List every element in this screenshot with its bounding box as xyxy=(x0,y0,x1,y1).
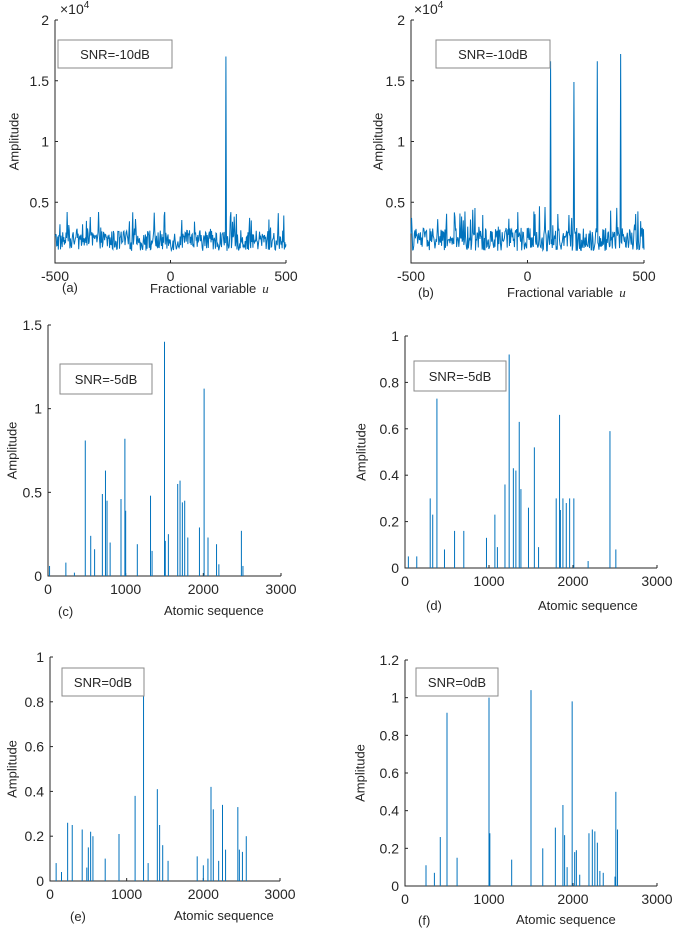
y-tick-label: 0 xyxy=(34,568,42,584)
x-tick-label: 500 xyxy=(274,268,298,284)
x-tick-label: -500 xyxy=(41,268,69,284)
x-tick-label: 3000 xyxy=(641,573,672,589)
panel-label: (f) xyxy=(418,913,430,928)
x-tick-label: 3000 xyxy=(265,581,296,597)
y-tick-label: 0.4 xyxy=(380,467,400,483)
panel-b: -500 0 500 0.5 1 1.5 2 ×104 Amplitude Fractional … xyxy=(371,0,656,300)
y-tick-label: 1 xyxy=(391,328,399,344)
y-tick-label: 0.5 xyxy=(386,194,406,210)
x-tick-label: -500 xyxy=(397,268,425,284)
y-tick-label: 1.5 xyxy=(23,317,43,333)
x-axis-label: Fractional variable u xyxy=(507,285,626,300)
y-tick-label: 0.2 xyxy=(25,828,45,844)
x-tick-label: 1000 xyxy=(111,886,142,902)
x-axis-variable: u xyxy=(619,285,626,300)
legend-box xyxy=(413,360,507,392)
y-axis-label: Amplitude xyxy=(353,744,368,802)
x-tick-label: 2000 xyxy=(557,573,588,589)
x-tick-label: 0 xyxy=(46,886,54,902)
y-tick-label: 1.2 xyxy=(380,652,400,668)
panel-label: (d) xyxy=(426,598,442,613)
x-tick-label: 1000 xyxy=(473,891,504,907)
x-axis-label: Atomic sequence xyxy=(538,598,638,613)
legend-box xyxy=(415,667,499,697)
y-tick-label: 0.8 xyxy=(380,374,400,390)
y-tick-label: 0.6 xyxy=(380,765,400,781)
x-axis-label: Atomic sequence xyxy=(516,912,616,927)
y-tick-label: 0.8 xyxy=(380,727,400,743)
y-tick-label: 1.5 xyxy=(30,73,50,89)
y-tick-label: 1 xyxy=(41,134,49,150)
x-tick-label: 500 xyxy=(632,268,656,284)
legend-label: SNR=-10dB xyxy=(80,47,150,62)
legend-label: SNR=0dB xyxy=(428,675,486,690)
y-tick-label: 0.6 xyxy=(380,421,400,437)
y-tick-label: 1 xyxy=(391,690,399,706)
legend-label: SNR=-5dB xyxy=(75,372,138,387)
legend-box xyxy=(61,667,145,697)
x-axis-label: Atomic sequence xyxy=(164,603,264,618)
legend-box xyxy=(59,363,153,395)
y-axis-label: Amplitude xyxy=(354,423,369,481)
x-tick-label: 3000 xyxy=(264,886,295,902)
legend-label: SNR=-10dB xyxy=(458,47,528,62)
legend-box xyxy=(57,39,173,69)
y-tick-label: 0.5 xyxy=(30,194,50,210)
y-axis-label: Amplitude xyxy=(371,113,386,171)
y-tick-label: 0.4 xyxy=(380,803,400,819)
y-tick-label: 1.5 xyxy=(386,73,406,89)
y-tick-label: 0 xyxy=(36,873,44,889)
x-tick-label: 0 xyxy=(401,891,409,907)
legend-label: SNR=-5dB xyxy=(429,369,492,384)
y-axis-label: Amplitude xyxy=(5,740,20,798)
panel-e: 0 1000 2000 3000 0 0.2 0.4 0.6 0.8 1 Amplitude Atom… xyxy=(5,649,296,924)
x-axis-variable: u xyxy=(262,281,269,296)
panel-label: (a) xyxy=(62,280,78,295)
panel-f: 0 1000 2000 3000 0 0.2 0.4 0.6 0.8 1 1.2 Amplitude A… xyxy=(353,652,673,928)
x-tick-label: 2000 xyxy=(188,886,219,902)
y-tick-label: 0.2 xyxy=(380,514,400,530)
y-axis-label: Amplitude xyxy=(5,422,20,480)
y-tick-label: 0.6 xyxy=(25,739,45,755)
panel-label: (c) xyxy=(58,604,73,619)
panel-c: 0 1000 2000 3000 0 0.5 1 1.5 Amplitude Atomic seq… xyxy=(5,317,297,619)
legend-label: SNR=0dB xyxy=(74,675,132,690)
x-tick-label: 0 xyxy=(401,573,409,589)
y-tick-label: 1 xyxy=(34,401,42,417)
x-tick-label: 2000 xyxy=(557,891,588,907)
y-tick-label: 0.4 xyxy=(25,783,45,799)
panel-label: (e) xyxy=(70,909,86,924)
x-tick-label: 0 xyxy=(524,268,532,284)
y-tick-label: 0.2 xyxy=(380,840,400,856)
y-tick-label: 0.5 xyxy=(23,484,43,500)
x-tick-label: 0 xyxy=(44,581,52,597)
x-tick-label: 2000 xyxy=(188,581,219,597)
y-tick-label: 1 xyxy=(36,649,44,665)
x-tick-label: 1000 xyxy=(473,573,504,589)
y-tick-label: 2 xyxy=(41,12,49,28)
signal-trace xyxy=(410,54,645,253)
x-tick-label: 0 xyxy=(167,268,175,284)
x-tick-label: 3000 xyxy=(641,891,672,907)
x-axis-label: Fractional variable u xyxy=(150,281,269,296)
panel-a: -500 0 500 0.5 1 1.5 2 ×104 Amplitude Fractional … xyxy=(7,0,298,296)
legend-box xyxy=(435,39,551,69)
y-axis-label: Amplitude xyxy=(7,113,22,171)
x-tick-label: 1000 xyxy=(110,581,141,597)
y-tick-label: 0 xyxy=(391,878,399,894)
y-tick-label: 2 xyxy=(397,12,405,28)
panel-label: (b) xyxy=(418,285,434,300)
y-tick-label: 0.8 xyxy=(25,694,45,710)
signal-trace xyxy=(54,56,287,253)
y-tick-label: 1 xyxy=(397,134,405,150)
x-axis-label: Atomic sequence xyxy=(174,908,274,923)
y-multiplier: ×104 xyxy=(414,0,444,17)
y-multiplier: ×104 xyxy=(60,0,90,17)
panel-d: 0 1000 2000 3000 0 0.2 0.4 0.6 0.8 1 Amplitude Atom… xyxy=(354,328,673,613)
y-tick-label: 0 xyxy=(391,560,399,576)
